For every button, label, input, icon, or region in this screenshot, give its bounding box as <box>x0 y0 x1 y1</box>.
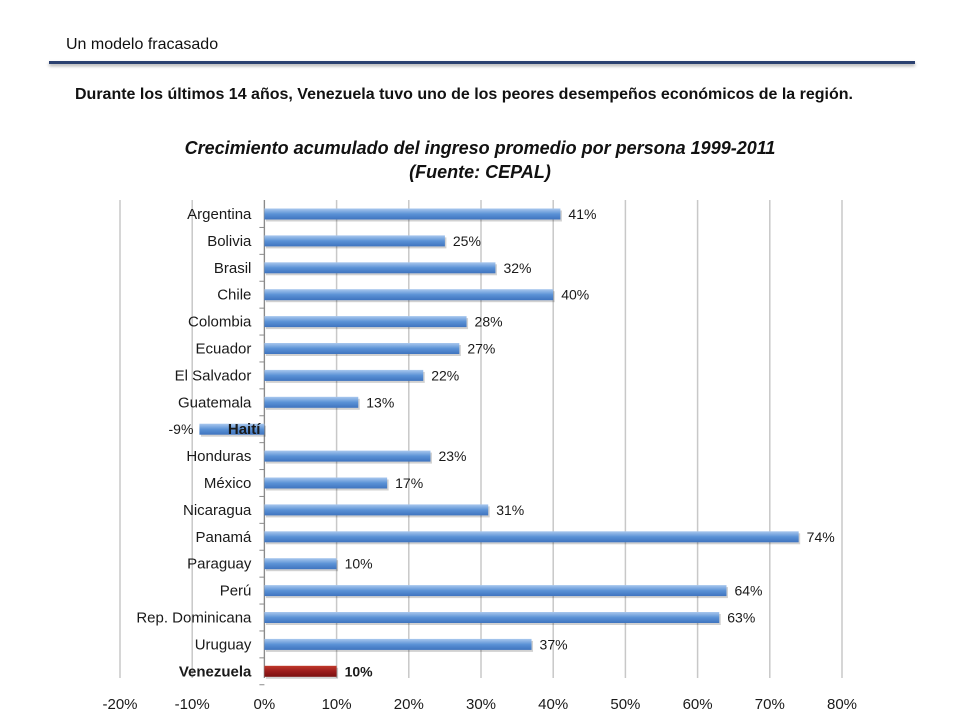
data-label: 41% <box>568 206 596 222</box>
category-label: El Salvador <box>175 367 252 384</box>
chart-subtitle: (Fuente: CEPAL) <box>409 162 551 182</box>
category-label: México <box>204 475 252 492</box>
x-tick-label: 10% <box>322 696 352 713</box>
header-rule <box>49 61 915 64</box>
data-label: 63% <box>727 610 755 626</box>
bar-highlight <box>264 665 337 677</box>
x-tick-label: 40% <box>538 696 568 713</box>
bar <box>264 612 720 623</box>
category-label: Venezuela <box>179 663 252 680</box>
bar <box>264 504 489 516</box>
data-label: 22% <box>431 367 459 383</box>
chart-title: Crecimiento acumulado del ingreso promed… <box>184 138 776 158</box>
data-label: 13% <box>366 394 394 410</box>
x-tick-label: -10% <box>175 696 210 713</box>
data-label: 37% <box>540 636 568 652</box>
data-label: 31% <box>496 502 524 518</box>
data-label: 74% <box>807 529 835 545</box>
category-label: Honduras <box>186 448 251 465</box>
category-label: Haití <box>228 421 261 438</box>
bar <box>264 316 467 328</box>
chart-title-block: Crecimiento acumulado del ingreso promed… <box>100 136 860 184</box>
bar <box>264 235 445 247</box>
data-label: 10% <box>345 556 373 572</box>
category-label: Chile <box>217 287 251 304</box>
bar <box>264 585 727 597</box>
data-label: 28% <box>475 314 503 330</box>
label-layer: -20% -10% 0% 10% 20% 30% 40% 50% 60% 70% 80% Argent… <box>102 206 857 713</box>
bar <box>264 531 799 543</box>
data-label: 40% <box>561 287 589 303</box>
data-label: 17% <box>395 475 423 491</box>
section-label: Un modelo fracasado <box>66 36 219 53</box>
grid-layer <box>119 200 843 686</box>
bar <box>199 423 265 435</box>
bar <box>264 262 496 274</box>
bar <box>264 638 532 650</box>
category-label: Nicaragua <box>183 502 252 519</box>
data-label: -9% <box>169 421 194 437</box>
data-label: 32% <box>503 260 531 276</box>
category-label: Rep. Dominicana <box>136 610 252 627</box>
category-label: Colombia <box>188 314 252 331</box>
bar-layer <box>199 208 801 679</box>
x-tick-label: 30% <box>466 696 496 713</box>
bar <box>264 558 337 570</box>
category-label: Ecuador <box>196 341 252 358</box>
category-label: Uruguay <box>195 636 252 653</box>
data-label: 10% <box>345 663 374 679</box>
bar <box>264 289 554 301</box>
bar <box>264 450 431 462</box>
bar <box>264 343 460 354</box>
bar <box>264 396 359 408</box>
category-label: Bolivia <box>207 233 252 250</box>
category-label: Guatemala <box>178 394 252 411</box>
data-label: 27% <box>467 341 495 357</box>
x-tick-label: -20% <box>102 696 137 713</box>
data-label: 25% <box>453 233 481 249</box>
x-tick-label: 20% <box>394 696 424 713</box>
category-label: Perú <box>220 583 252 600</box>
bar <box>264 477 388 489</box>
x-tick-label: 70% <box>755 696 785 713</box>
bar <box>264 369 424 381</box>
category-label: Argentina <box>187 206 252 223</box>
bar <box>264 208 561 220</box>
data-label: 64% <box>734 583 762 599</box>
x-tick-label: 80% <box>827 696 857 713</box>
data-label: 23% <box>438 448 466 464</box>
x-tick-label: 60% <box>683 696 713 713</box>
intro-text: Durante los últimos 14 años, Venezuela t… <box>75 86 853 103</box>
x-tick-label: 50% <box>610 696 640 713</box>
x-tick-label: 0% <box>254 696 276 713</box>
category-label: Paraguay <box>187 556 252 573</box>
category-label: Panamá <box>196 529 253 546</box>
category-label: Brasil <box>214 260 252 277</box>
